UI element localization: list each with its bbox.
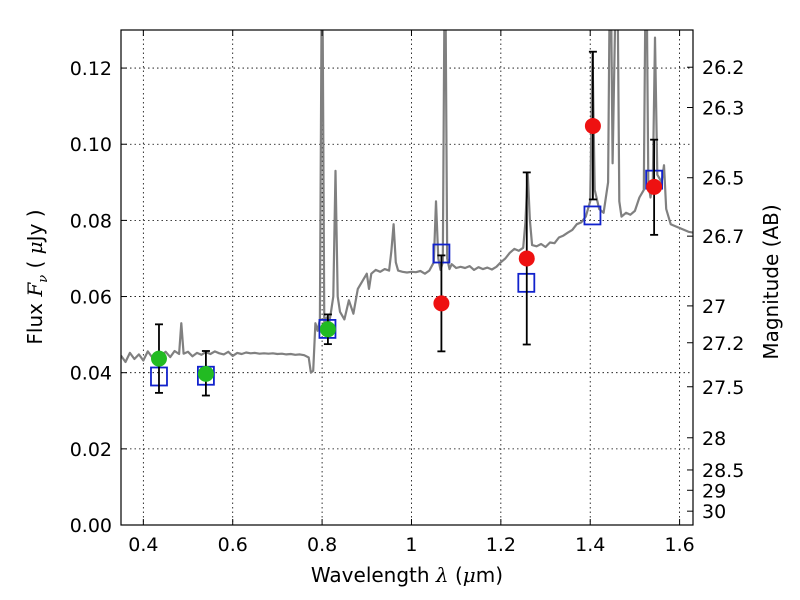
y-tick-label: 0.06 <box>70 287 112 309</box>
grid-lines <box>121 30 693 525</box>
y-tick-label: 0.08 <box>70 210 112 232</box>
plot-area <box>121 30 693 525</box>
mag-tick-label: 30 <box>702 501 726 523</box>
mag-tick-label: 26.5 <box>702 168 744 190</box>
y-tick-label: 0.10 <box>70 134 112 156</box>
green-data-point <box>319 321 336 338</box>
x-tick-label: 0.8 <box>307 534 337 556</box>
mag-tick-label: 28.5 <box>702 460 744 482</box>
model-spectrum-line <box>121 30 693 374</box>
y2-axis-label: Magnitude (AB) <box>759 204 783 359</box>
plot-layer <box>121 30 693 397</box>
y-tick-label: 0.12 <box>70 58 112 80</box>
x-tick-label: 1.6 <box>664 534 694 556</box>
y-axis-label: Flux Fν ( μJy ) <box>23 209 51 344</box>
axis-ticks: 0.4 0.6 0.8 1 1.2 1.4 1.6 0.00 0.02 0.04 0.06 0.08 0… <box>70 30 744 556</box>
mag-tick-label: 26.7 <box>702 226 744 248</box>
y-tick-label: 0.04 <box>70 363 112 385</box>
x-axis-label: Wavelength λ (μm) <box>311 563 503 587</box>
red-data-point <box>646 178 663 195</box>
y-tick-label: 0.02 <box>70 439 112 461</box>
red-data-point <box>433 295 450 312</box>
y-tick-label: 0.00 <box>70 515 112 537</box>
mag-tick-label: 27.5 <box>702 377 744 399</box>
red-data-point <box>518 250 535 267</box>
mag-tick-label: 26.3 <box>702 97 744 119</box>
x-tick-label: 1 <box>405 534 417 556</box>
plot-frame <box>120 29 694 526</box>
mag-tick-label: 27 <box>702 296 726 318</box>
model-flux-box <box>583 205 602 226</box>
mag-tick-label: 29 <box>702 480 726 502</box>
x-tick-label: 1.2 <box>486 534 516 556</box>
observed-points <box>150 117 663 382</box>
mag-tick-label: 28 <box>702 428 726 450</box>
green-data-point <box>150 350 167 367</box>
green-data-point <box>197 365 214 382</box>
red-data-point <box>584 117 601 134</box>
x-tick-label: 0.6 <box>218 534 248 556</box>
x-tick-label: 0.4 <box>128 534 158 556</box>
x-tick-label: 1.4 <box>575 534 605 556</box>
mag-tick-label: 27.2 <box>702 333 744 355</box>
mag-tick-label: 26.2 <box>702 57 744 79</box>
